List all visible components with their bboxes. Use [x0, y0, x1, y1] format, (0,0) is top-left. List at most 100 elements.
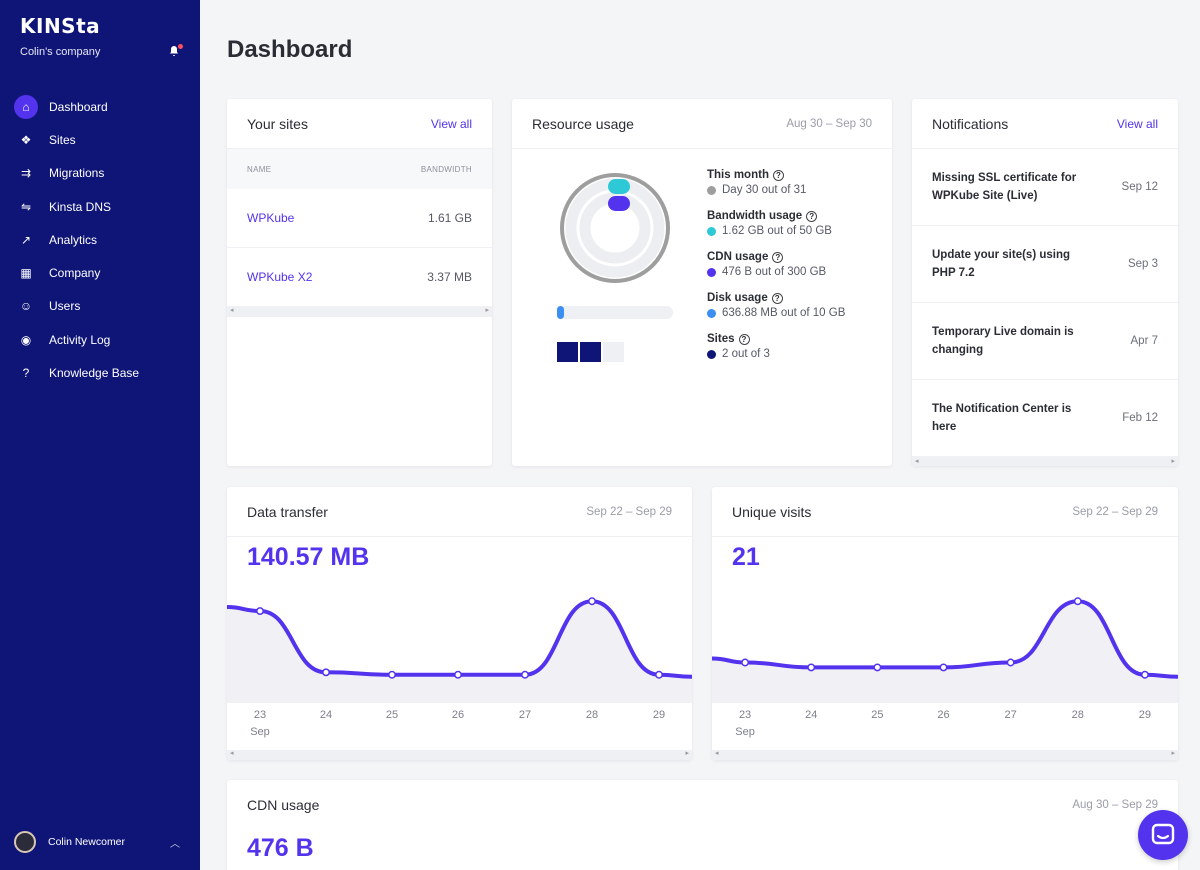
chat-button[interactable]: [1138, 810, 1188, 860]
x-tick-label: 26: [937, 709, 950, 721]
sidebar-item-users[interactable]: ☺ Users: [0, 290, 200, 323]
sites-card-title: Your sites: [247, 115, 308, 132]
notification-dot: [178, 44, 183, 49]
help-icon[interactable]: ?: [806, 210, 818, 222]
notification-date: Sep 3: [1127, 258, 1158, 270]
legend-dot: [707, 308, 716, 318]
sites-card: Your sites View all NAME BANDWIDTH WPKub…: [227, 99, 492, 466]
data-transfer-title: Data transfer: [247, 503, 328, 520]
scroll-right-icon[interactable]: ▸: [1171, 458, 1175, 465]
x-tick-label: 29: [1138, 709, 1152, 721]
horizontal-scrollbar[interactable]: ◂ ▸: [912, 457, 1178, 466]
x-tick-label: 23: [738, 709, 752, 721]
chart-point[interactable]: [322, 668, 330, 677]
chart-point[interactable]: [256, 607, 264, 615]
horizontal-scrollbar[interactable]: ◂ ▸: [227, 307, 492, 317]
legend-dot: [707, 349, 716, 359]
sites-usage-blocks: [557, 342, 624, 362]
month-ring: [560, 173, 670, 283]
sites-view-all-link[interactable]: View all: [430, 116, 472, 131]
sidebar-nav: ⌂ Dashboard ❖ Sites ⇉ Migrations ⇋ Kinsta DNS ↗ A…: [0, 90, 200, 390]
x-tick-label: 24: [805, 709, 818, 721]
chart-point[interactable]: [741, 658, 750, 667]
data-transfer-card: Data transfer Sep 22 – Sep 29 140.57 MB …: [227, 487, 692, 760]
sidebar-item-analytics[interactable]: ↗ Analytics: [0, 223, 200, 256]
chart-point[interactable]: [1073, 597, 1082, 606]
sidebar-item-migrations[interactable]: ⇉ Migrations: [0, 157, 200, 190]
sidebar-item-label: Knowledge Base: [49, 366, 140, 381]
scroll-left-icon[interactable]: ◂: [230, 307, 234, 314]
chart-point[interactable]: [655, 670, 663, 679]
sidebar-item-dashboard[interactable]: ⌂ Dashboard: [0, 90, 200, 123]
site-link[interactable]: WPKube: [247, 211, 295, 225]
site-slot-free: [603, 342, 624, 362]
x-month-label: Sep: [735, 726, 755, 738]
resource-card-title: Resource usage: [532, 115, 634, 132]
notification-item[interactable]: Temporary Live domain is changing Apr 7: [912, 303, 1178, 380]
unique-visits-title: Unique visits: [732, 503, 812, 520]
migrations-icon: ⇉: [20, 166, 32, 181]
sidebar-item-sites[interactable]: ❖ Sites: [0, 123, 200, 156]
help-icon[interactable]: ?: [738, 333, 750, 345]
x-tick-label: 23: [253, 709, 267, 721]
disk-usage-fill: [557, 306, 564, 319]
chart-point[interactable]: [454, 670, 462, 679]
kinsta-logo[interactable]: KINSta: [20, 14, 101, 38]
chart-point[interactable]: [1006, 658, 1015, 667]
chart-point[interactable]: [873, 663, 882, 672]
help-icon[interactable]: ?: [772, 251, 784, 263]
scroll-left-icon[interactable]: ◂: [230, 750, 234, 757]
user-menu[interactable]: Colin Newcomer ︿: [0, 814, 200, 870]
resource-donut: [560, 173, 670, 283]
x-tick-label: 26: [451, 709, 465, 721]
sidebar-item-activity-log[interactable]: ◉ Activity Log: [0, 323, 200, 356]
unique-visits-card: Unique visits Sep 22 – Sep 29 21 23 24 25 2…: [712, 487, 1178, 760]
horizontal-scrollbar[interactable]: ◂ ▸: [227, 750, 692, 760]
sidebar-item-knowledge-base[interactable]: ? Knowledge Base: [0, 356, 200, 389]
scroll-left-icon[interactable]: ◂: [715, 750, 719, 757]
company-switcher[interactable]: Colin's company: [20, 46, 101, 58]
scroll-right-icon[interactable]: ▸: [485, 307, 489, 314]
legend-title: Disk usage: [707, 292, 768, 304]
sidebar-item-label: Migrations: [49, 166, 105, 181]
sites-icon: ❖: [20, 132, 32, 147]
scroll-right-icon[interactable]: ▸: [685, 750, 689, 757]
chart-point[interactable]: [588, 597, 596, 606]
cdn-usage-title: CDN usage: [247, 797, 320, 813]
unique-visits-chart: [712, 597, 1178, 703]
notification-date: Sep 12: [1121, 181, 1158, 193]
notification-date: Apr 7: [1130, 335, 1159, 347]
sidebar-item-label: Analytics: [49, 232, 98, 247]
sidebar-item-kinsta-dns[interactable]: ⇋ Kinsta DNS: [0, 190, 200, 223]
scroll-left-icon[interactable]: ◂: [915, 458, 919, 465]
chart-point[interactable]: [1140, 670, 1149, 679]
col-name-header: NAME: [247, 164, 272, 174]
bell-icon[interactable]: [168, 44, 183, 58]
legend-title: Sites: [707, 333, 735, 345]
notification-item[interactable]: The Notification Center is here Feb 12: [912, 380, 1178, 457]
sidebar-item-label: Activity Log: [49, 332, 111, 347]
legend-item: Sites? 2 out of 3: [707, 333, 770, 360]
notification-item[interactable]: Missing SSL certificate for WPKube Site …: [912, 149, 1178, 226]
notification-date: Feb 12: [1122, 412, 1158, 424]
chart-point[interactable]: [939, 663, 948, 672]
horizontal-scrollbar[interactable]: ◂ ▸: [712, 750, 1178, 760]
chart-point[interactable]: [807, 663, 816, 672]
x-tick-label: 29: [652, 709, 666, 721]
notification-item[interactable]: Update your site(s) using PHP 7.2 Sep 3: [912, 226, 1178, 303]
notifications-view-all-link[interactable]: View all: [1116, 116, 1158, 131]
help-icon[interactable]: ?: [772, 169, 784, 181]
table-row: WPKube 1.61 GB: [227, 189, 492, 248]
x-tick-label: 24: [319, 709, 333, 721]
legend-dot: [707, 226, 716, 236]
sidebar-item-company[interactable]: ▦ Company: [0, 256, 200, 289]
chart-point[interactable]: [521, 670, 529, 679]
avatar: [14, 831, 36, 853]
notification-text: Update your site(s) using PHP 7.2: [932, 249, 1071, 279]
help-icon[interactable]: ?: [771, 292, 783, 304]
chevron-up-icon[interactable]: ︿: [170, 838, 180, 850]
site-link[interactable]: WPKube X2: [247, 270, 313, 284]
scroll-right-icon[interactable]: ▸: [1171, 750, 1175, 757]
chart-point[interactable]: [388, 670, 396, 679]
resource-card: Resource usage Aug 30 – Sep 30 This mont…: [512, 99, 892, 466]
